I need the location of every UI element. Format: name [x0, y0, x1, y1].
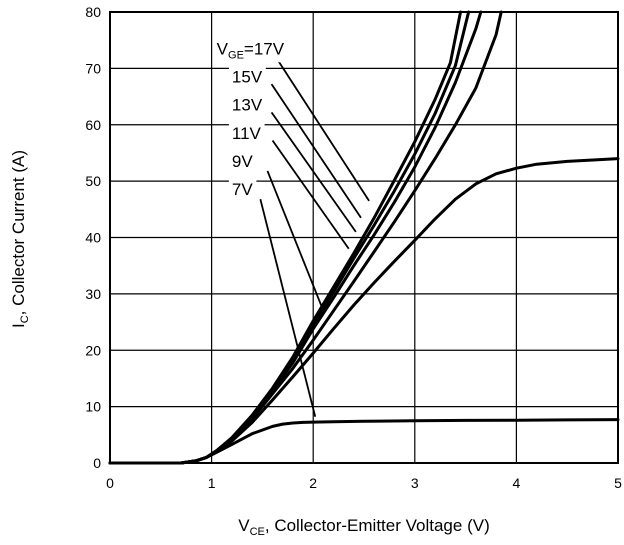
leader-line-15v [270, 83, 362, 219]
leader-line-9v [266, 170, 325, 312]
curve-label-bg-13v [228, 94, 266, 116]
y-tick-label: 40 [85, 230, 101, 246]
curve-label-9v: 9V [232, 152, 253, 171]
y-axis-label: IC, Collector Current (A) [9, 150, 31, 328]
leader-line-13v [270, 111, 357, 233]
x-tick-label: 1 [208, 475, 216, 491]
x-tick-label: 4 [513, 475, 521, 491]
curve-label-bg-15v [228, 66, 266, 88]
leader-line-vge-17v [276, 59, 370, 202]
y-tick-label: 80 [85, 4, 101, 20]
curve-label-rest: =17V [244, 39, 285, 58]
x-axis-label: VCE, Collector-Emitter Voltage (V) [238, 516, 489, 538]
curve-label-sub: GE [228, 49, 244, 61]
curve-label-main: V [217, 39, 229, 58]
y-tick-label: 30 [85, 286, 101, 302]
plot-frame [109, 11, 619, 464]
curve-label-11v: 11V [232, 124, 262, 143]
y-tick-label: 10 [85, 399, 101, 415]
grid [110, 12, 618, 463]
x-tick-label: 0 [106, 475, 114, 491]
curve-label-bg-9v [228, 151, 257, 173]
y-axis-label-sub: C [19, 315, 31, 323]
curve-label-vge-17v: VGE=17V [217, 39, 285, 61]
y-tick-label: 20 [85, 342, 101, 358]
curve-label-bg-11v [228, 122, 265, 144]
y-axis-label-main: I [9, 323, 28, 328]
y-axis-label-rest: , Collector Current (A) [9, 150, 28, 315]
leader-line-11v [271, 140, 350, 250]
curve-label-bg-7v [228, 179, 257, 201]
leader-lines [259, 59, 370, 417]
series-line-7v [108, 418, 620, 465]
y-tick-label: 0 [93, 455, 101, 471]
y-tick-label: 60 [85, 117, 101, 133]
x-axis-label-sub: CE [250, 526, 265, 538]
curve-labels: VGE=17V 15V 13V 11V 9V 7V [213, 38, 288, 201]
x-tick-label: 3 [411, 475, 419, 491]
x-axis-label-main: V [238, 516, 250, 535]
curves [108, 10, 620, 465]
curve-label-7v: 7V [232, 180, 253, 199]
series-line-9v [108, 157, 620, 465]
x-axis-label-rest: , Collector-Emitter Voltage (V) [265, 516, 490, 535]
y-tick-label: 70 [85, 60, 101, 76]
curve-label-15v: 15V [232, 67, 263, 86]
x-tick-label: 2 [309, 475, 317, 491]
x-tick-label: 5 [614, 475, 622, 491]
curve-label-bg-vge-17v [213, 38, 288, 63]
leader-line-7v [259, 198, 317, 417]
curve-label-13v: 13V [232, 96, 263, 115]
y-tick-label: 50 [85, 173, 101, 189]
